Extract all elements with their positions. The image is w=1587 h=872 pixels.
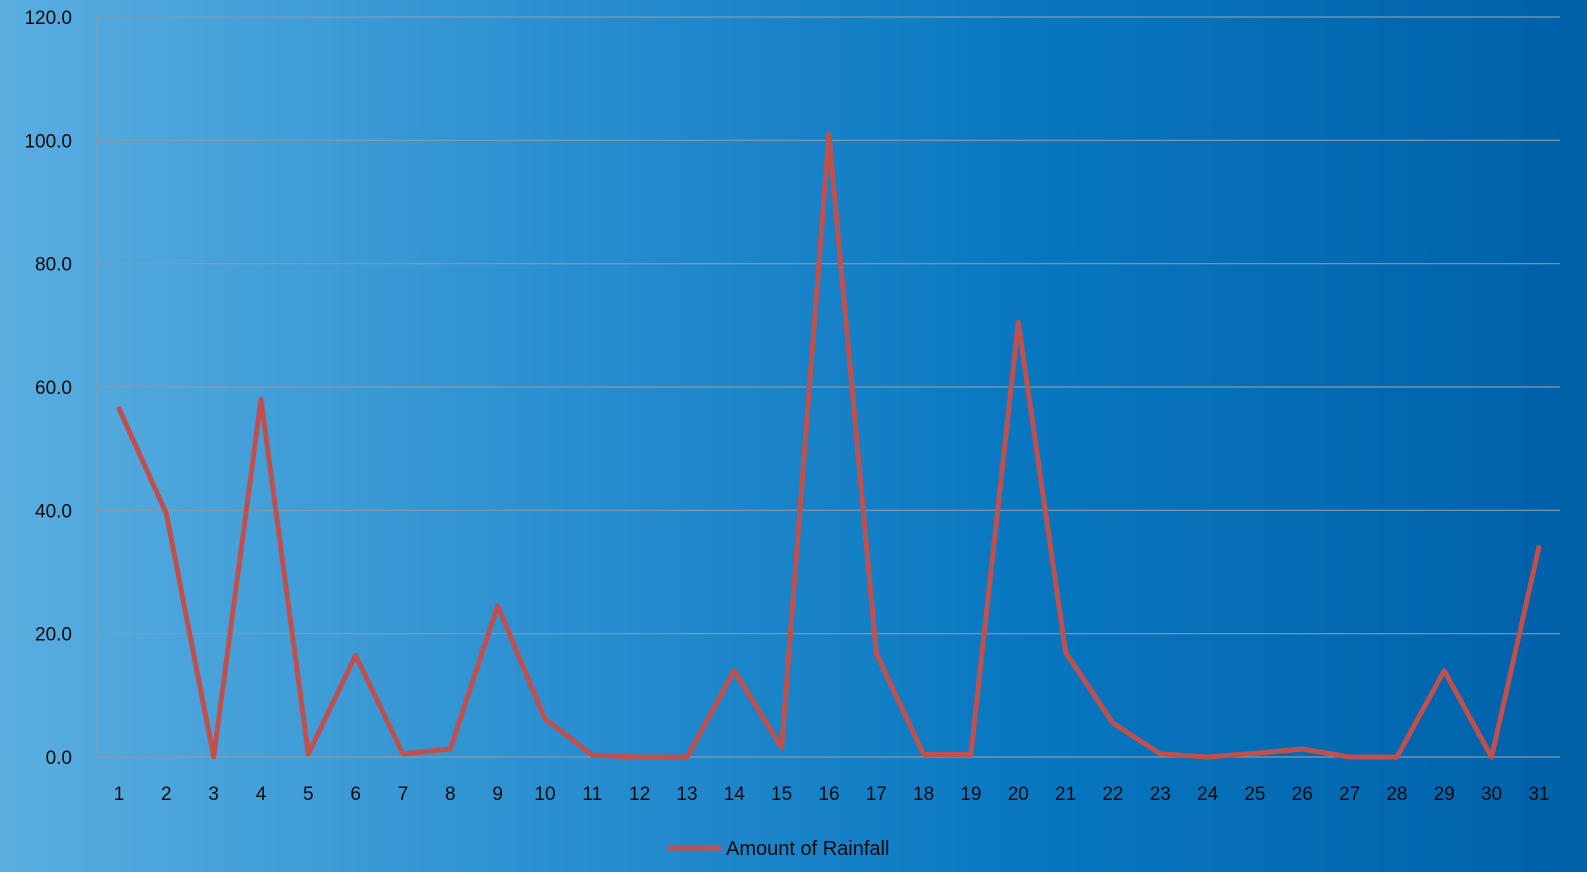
- x-tick-label: 30: [1481, 784, 1502, 805]
- series-line-rainfall: [116, 131, 1542, 760]
- y-tick-label: 120.0: [24, 8, 72, 29]
- x-tick-label: 21: [1055, 784, 1076, 805]
- x-tick-label: 27: [1339, 784, 1360, 805]
- x-tick-label: 11: [582, 784, 602, 805]
- x-tick-label: 23: [1150, 784, 1171, 805]
- gridlines: [96, 16, 1560, 635]
- x-tick-label: 26: [1292, 784, 1313, 805]
- x-tick-label: 9: [492, 784, 503, 805]
- x-tick-label: 3: [208, 784, 219, 805]
- legend-label: Amount of Rainfall: [726, 838, 889, 860]
- x-tick-label: 19: [960, 784, 981, 805]
- x-tick-label: 12: [629, 784, 650, 805]
- x-tick-label: 28: [1386, 784, 1407, 805]
- y-tick-label: 40.0: [35, 501, 72, 522]
- x-tick-label: 13: [676, 784, 697, 805]
- axes: [95, 17, 1560, 758]
- y-tick-label: 60.0: [35, 378, 72, 399]
- x-tick-label: 4: [256, 784, 267, 805]
- x-tick-label: 10: [534, 784, 555, 805]
- x-tick-label: 8: [445, 784, 456, 805]
- y-tick-label: 20.0: [35, 625, 72, 646]
- y-tick-label: 100.0: [24, 131, 72, 152]
- y-tick-label: 80.0: [35, 255, 72, 276]
- x-tick-label: 20: [1008, 784, 1029, 805]
- series-layer: [116, 131, 1542, 760]
- x-tick-label: 25: [1244, 784, 1265, 805]
- x-tick-label: 16: [818, 784, 839, 805]
- x-tick-label: 7: [398, 784, 409, 805]
- x-tick-label: 14: [724, 784, 746, 805]
- x-tick-label: 31: [1528, 784, 1549, 805]
- x-tick-label: 24: [1197, 784, 1219, 805]
- x-tick-label: 2: [161, 784, 172, 805]
- y-tick-label: 0.0: [46, 748, 72, 769]
- x-tick-label: 1: [114, 784, 125, 805]
- x-tick-label: 22: [1102, 784, 1123, 805]
- x-tick-label: 5: [303, 784, 314, 805]
- x-tick-label: 6: [350, 784, 361, 805]
- x-tick-label: 15: [771, 784, 792, 805]
- x-tick-label: 29: [1434, 784, 1455, 805]
- x-tick-label: 17: [866, 784, 887, 805]
- x-axis-tick-labels: 1 2 3 4 5 6 7 8 9 10 11 12 13 14 15 16 17 18 19 20 21 22 23 24 2…: [114, 784, 1550, 805]
- y-axis-tick-labels: 0.0 20.0 40.0 60.0 80.0 100.0 120.0: [24, 8, 72, 769]
- x-tick-label: 18: [913, 784, 934, 805]
- legend: Amount of Rainfall: [668, 838, 889, 860]
